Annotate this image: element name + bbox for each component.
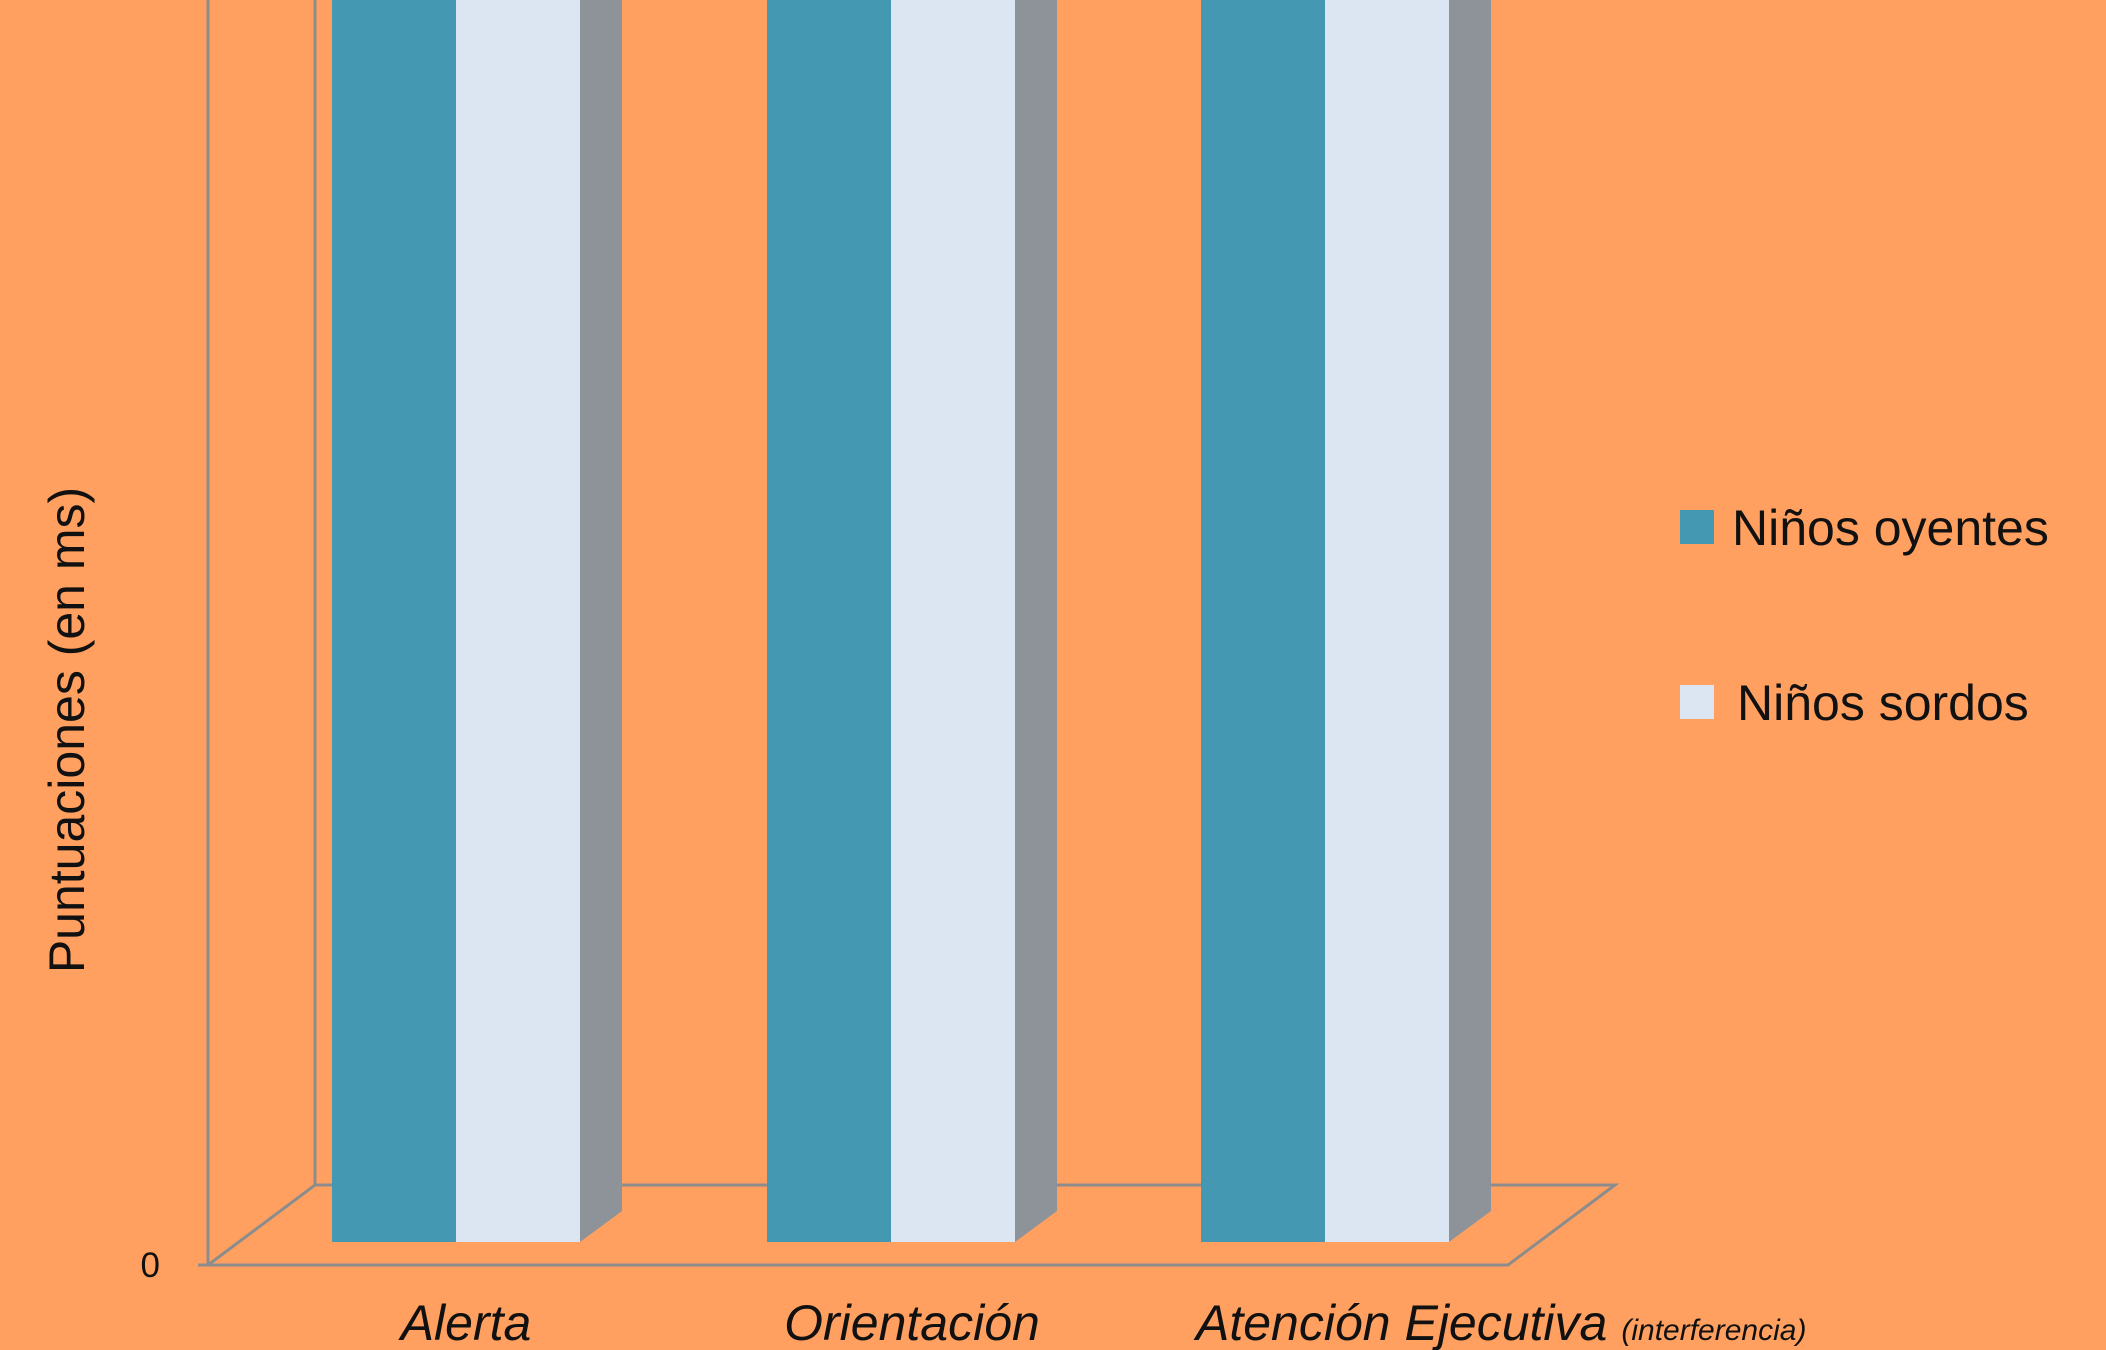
y-axis-label: Puntuaciones (en ms) xyxy=(39,487,95,973)
category-note: (interferencia) xyxy=(1621,1314,1806,1347)
bar-oyentes-2 xyxy=(767,0,933,1242)
gridline-0 xyxy=(207,1183,1620,1267)
category-label: Orientación xyxy=(784,1295,1040,1350)
bar-sordos-1 xyxy=(456,0,622,1242)
category-label: Atención Ejecutiva (interferencia) xyxy=(1193,1295,1806,1350)
x-axis-categories: Alerta Orientación Atención Ejecutiva (inte… xyxy=(398,1295,1807,1350)
legend-swatch xyxy=(1680,510,1714,544)
bar-sordos-3 xyxy=(1325,0,1491,1242)
grid-layer xyxy=(207,0,1620,1267)
legend-item-oyentes: Niños oyentes xyxy=(1680,500,2049,556)
bars xyxy=(332,0,1491,1242)
legend-item-sordos: Niños sordos xyxy=(1680,675,2029,731)
legend-swatch xyxy=(1680,685,1714,719)
legend: Niños oyentes Niños sordos xyxy=(1680,500,2049,731)
category-label: Alerta xyxy=(398,1295,532,1350)
bar-sordos-2 xyxy=(891,0,1057,1242)
y-axis: 01020304050607080 xyxy=(141,0,210,1285)
legend-label: Niños sordos xyxy=(1737,675,2029,731)
y-tick-label: 0 xyxy=(141,1246,160,1285)
legend-label: Niños oyentes xyxy=(1732,500,2049,556)
